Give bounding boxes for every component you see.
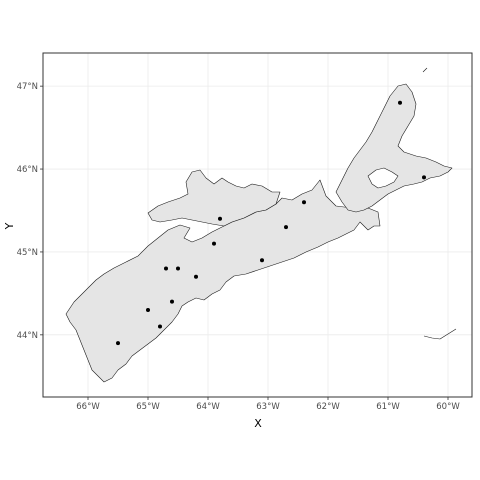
sable-island — [423, 328, 457, 340]
panel-border — [42, 52, 473, 398]
site-point-3 — [170, 299, 174, 304]
y-tick-label: 46°N — [17, 165, 38, 175]
x-axis-title: X — [254, 417, 262, 430]
x-tick-label: 66°W — [76, 402, 100, 412]
site-points — [116, 100, 426, 346]
nova-scotia-mainland — [65, 179, 381, 383]
y-tick-label: 45°N — [17, 248, 38, 258]
site-point-8 — [218, 216, 222, 221]
site-point-0 — [116, 341, 120, 346]
site-point-6 — [194, 274, 198, 279]
cobequid-shore — [147, 169, 281, 227]
x-tick-label: 62°W — [316, 402, 340, 412]
x-tick-label: 60°W — [436, 402, 460, 412]
y-axis-ticks: 44°N 45°N 46°N 47°N — [17, 82, 43, 341]
islet-north — [422, 67, 428, 73]
y-axis-title: Y — [3, 222, 16, 230]
x-axis-ticks: 66°W 65°W 64°W 63°W 62°W 61°W 60°W — [76, 397, 460, 412]
site-point-5 — [176, 266, 180, 271]
y-tick-label: 47°N — [17, 82, 38, 92]
site-point-13 — [422, 175, 426, 180]
site-point-10 — [284, 225, 288, 230]
site-point-11 — [302, 200, 306, 205]
site-point-2 — [158, 324, 162, 329]
land — [65, 67, 457, 383]
site-point-12 — [398, 100, 402, 105]
site-point-7 — [212, 241, 216, 246]
site-point-4 — [164, 266, 168, 271]
x-tick-label: 63°W — [256, 402, 280, 412]
x-tick-label: 64°W — [196, 402, 220, 412]
site-point-9 — [260, 258, 264, 263]
cape-breton-island — [335, 83, 453, 213]
y-tick-label: 44°N — [17, 331, 38, 341]
bras-dor-lake — [367, 167, 399, 189]
x-tick-label: 61°W — [376, 402, 400, 412]
site-point-1 — [146, 307, 150, 312]
x-tick-label: 65°W — [136, 402, 160, 412]
